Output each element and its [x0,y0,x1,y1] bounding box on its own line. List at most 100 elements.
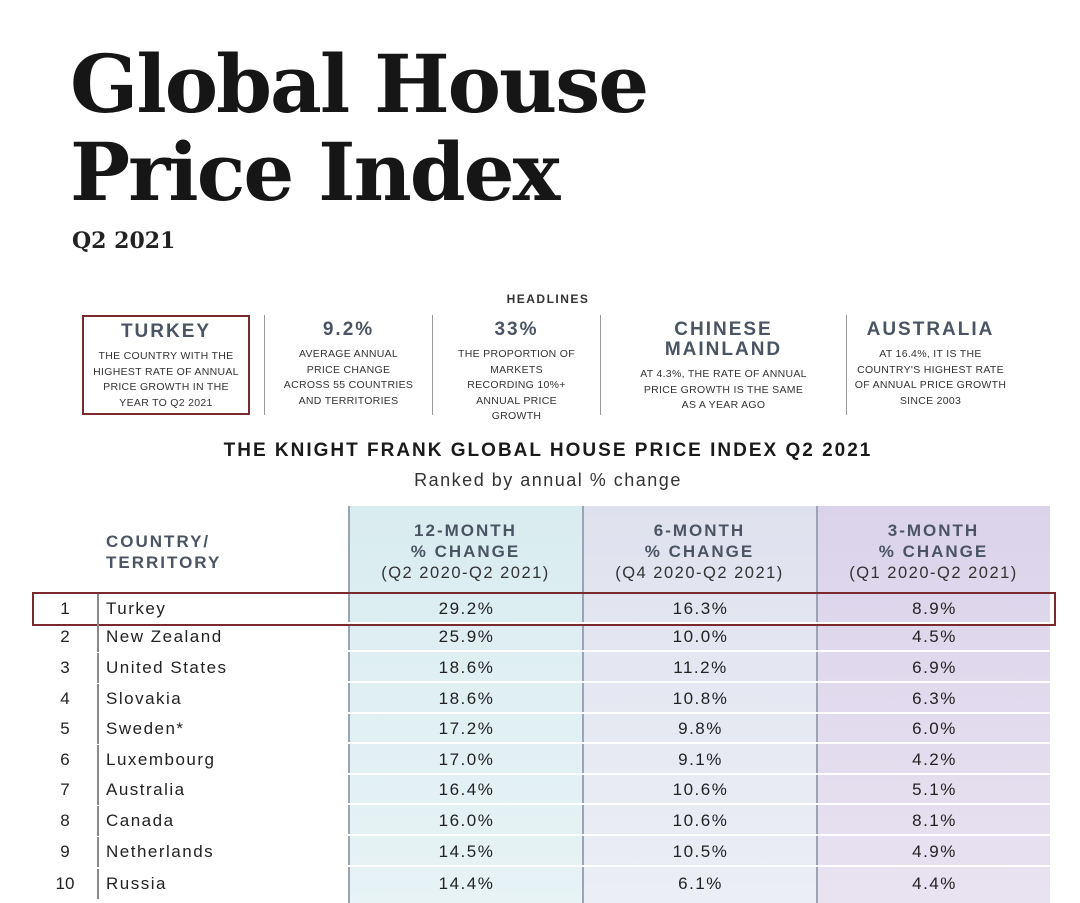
table-row: 3 United States 18.6% 11.2% 6.9% [34,653,1054,683]
rank: 1 [60,599,70,618]
value-3-month: 5.1% [912,780,957,799]
headline-title: CHINESE MAINLAND [664,319,783,360]
country: Sweden* [106,719,185,738]
country: Canada [106,811,175,830]
value-12-month: 18.6% [438,689,495,708]
page-title: Global House Price Index [70,37,649,219]
value-3-month: 4.4% [912,874,957,893]
header-6-month: 6-MONTH % CHANGE (Q4 2020-Q2 2021) [615,521,784,582]
headline-desc: AT 16.4%, IT IS THE COUNTRY'S HIGHEST RA… [854,348,1007,407]
rank-divider [97,653,99,683]
table-row: 7 Australia 16.4% 10.6% 5.1% [34,775,1054,805]
country: Turkey [106,599,167,618]
headline-proportion: 33% THE PROPORTION OF MARKETS RECORDING … [432,315,600,422]
rank: 6 [60,750,70,769]
rank: 2 [60,627,70,646]
headline-turkey: TURKEY THE COUNTRY WITH THE HIGHEST RATE… [82,315,250,415]
value-6-month: 10.6% [672,811,729,830]
value-12-month: 14.4% [438,874,495,893]
table-row: 4 Slovakia 18.6% 10.8% 6.3% [34,684,1054,714]
rank-divider [97,869,99,899]
value-6-month: 10.5% [672,842,729,861]
value-6-month: 10.6% [672,780,729,799]
value-6-month: 10.8% [672,689,729,708]
rank: 3 [60,658,70,677]
value-6-month: 9.1% [678,750,723,769]
value-6-month: 6.1% [678,874,723,893]
value-3-month: 6.9% [912,658,957,677]
value-3-month: 6.3% [912,689,957,708]
rank: 7 [60,780,70,799]
rank: 9 [60,842,70,861]
country: Australia [106,780,186,799]
header-3-month: 3-MONTH % CHANGE (Q1 2020-Q2 2021) [849,521,1018,582]
table-subtitle: Ranked by annual % change [414,470,682,490]
header-country: COUNTRY/ TERRITORY [106,532,222,572]
country: Netherlands [106,842,215,861]
quarter-label: Q2 2021 [72,228,176,254]
headline-average: 9.2% AVERAGE ANNUAL PRICE CHANGE ACROSS … [264,315,432,415]
rank-divider [97,806,99,836]
value-6-month: 16.3% [672,599,729,618]
column-divider [582,506,584,903]
rank-divider [97,745,99,775]
column-divider [816,506,818,903]
value-6-month: 9.8% [678,719,723,738]
value-12-month: 18.6% [438,658,495,677]
column-3-month-background [817,506,1050,903]
value-3-month: 8.9% [912,599,957,618]
headline-title: AUSTRALIA [866,319,995,340]
country: Russia [106,874,167,893]
value-12-month: 14.5% [438,842,495,861]
country: Slovakia [106,689,183,708]
headline-title: 33% [494,319,539,340]
headline-australia: AUSTRALIA AT 16.4%, IT IS THE COUNTRY'S … [846,315,1014,415]
header-12-month: 12-MONTH % CHANGE (Q2 2020-Q2 2021) [381,521,550,582]
rank: 10 [55,874,75,893]
rank-divider [97,622,99,652]
title-line-2: Price Index [70,125,560,219]
rank-divider [97,684,99,714]
rank-divider [97,594,99,624]
value-3-month: 4.2% [912,750,957,769]
value-12-month: 17.0% [438,750,495,769]
rank: 8 [60,811,70,830]
country: United States [106,658,228,677]
rank: 4 [60,689,70,708]
headline-desc: THE COUNTRY WITH THE HIGHEST RATE OF ANN… [93,350,239,409]
value-6-month: 10.0% [672,627,729,646]
table-row: 1 Turkey 29.2% 16.3% 8.9% [32,592,1056,626]
rank-divider [97,775,99,805]
value-12-month: 16.4% [438,780,495,799]
table-row: 2 New Zealand 25.9% 10.0% 4.5% [34,622,1054,652]
value-12-month: 25.9% [438,627,495,646]
table-row: 9 Netherlands 14.5% 10.5% 4.9% [34,837,1054,867]
headlines-label: HEADLINES [506,292,590,306]
table-row: 5 Sweden* 17.2% 9.8% 6.0% [34,714,1054,744]
value-12-month: 29.2% [438,599,495,618]
rank: 5 [60,719,70,738]
headline-title: 9.2% [322,319,375,340]
value-3-month: 4.5% [912,627,957,646]
country: New Zealand [106,627,223,646]
table-row: 8 Canada 16.0% 10.6% 8.1% [34,806,1054,836]
value-12-month: 17.2% [438,719,495,738]
value-3-month: 6.0% [912,719,957,738]
value-6-month: 11.2% [673,658,728,677]
headline-chinese-mainland: CHINESE MAINLAND AT 4.3%, THE RATE OF AN… [600,315,846,415]
rank-divider [97,837,99,867]
column-divider [348,506,350,903]
headline-desc: AVERAGE ANNUAL PRICE CHANGE ACROSS 55 CO… [283,348,414,407]
headline-desc: AT 4.3%, THE RATE OF ANNUAL PRICE GROWTH… [640,368,807,411]
value-3-month: 8.1% [912,811,957,830]
headline-title: TURKEY [120,321,212,342]
column-12-month-background [349,506,582,903]
table-row: 6 Luxembourg 17.0% 9.1% 4.2% [34,745,1054,775]
column-6-month-background [583,506,816,903]
rank-divider [97,714,99,744]
table-row: 10 Russia 14.4% 6.1% 4.4% [34,869,1054,899]
table-title: THE KNIGHT FRANK GLOBAL HOUSE PRICE INDE… [223,440,873,461]
title-line-1: Global House [70,37,649,131]
value-12-month: 16.0% [438,811,495,830]
headline-desc: THE PROPORTION OF MARKETS RECORDING 10%+… [458,348,575,422]
